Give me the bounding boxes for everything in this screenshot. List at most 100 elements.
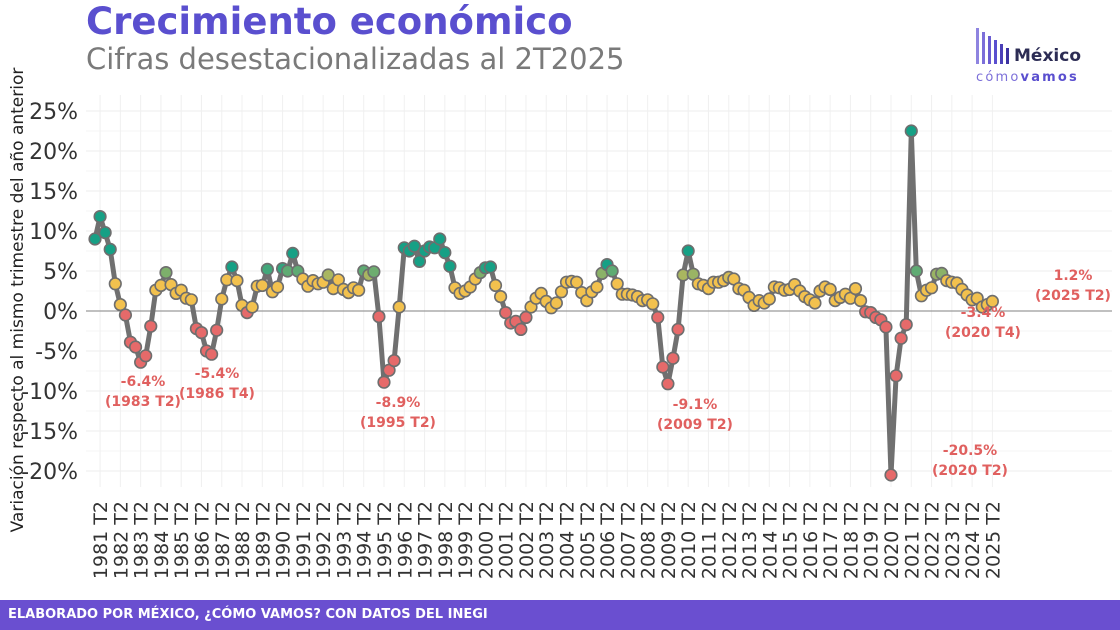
x-tick-label: 2021 T2 [901,501,923,579]
data-point [438,246,452,260]
annotation-period: (1983 T2) [105,394,181,410]
x-tick-label: 2006 T2 [597,501,619,579]
x-tick-label: 1997 T2 [415,501,437,579]
y-tick-label: -20% [21,460,78,485]
data-point [651,310,665,325]
x-tick-label: 2016 T2 [800,501,822,579]
annotation-period: (2025 T2) [1035,288,1111,304]
x-tick-label: 2002 T2 [516,501,538,579]
data-point [215,292,229,306]
data-point [808,296,822,310]
data-point [270,280,285,294]
y-tick-label: 25% [29,100,78,125]
data-point [433,232,447,246]
logo-bars-icon [976,28,1020,64]
data-point [210,323,224,337]
data-point [656,360,670,374]
y-tick-label: -5% [35,340,78,365]
data-point [494,290,508,304]
data-point [255,278,269,293]
data-point [139,349,153,363]
footer-bar: ELABORADO POR MÉXICO, ¿CÓMO VAMOS? CON D… [0,600,1120,630]
x-tick-label: 2005 T2 [577,501,599,579]
data-point [610,277,624,291]
data-point [605,264,619,278]
data-point [225,260,239,274]
x-tick-label: 2025 T2 [982,501,1004,579]
chart-subtitle: Cifras desestacionalizadas al 2T2025 [86,42,625,76]
mexico-como-vamos-logo: México cómovamos [974,26,1099,88]
data-point [118,308,133,322]
x-tick-label: 2020 T2 [881,501,903,579]
data-point [93,210,107,224]
x-tick-label: 1983 T2 [131,501,153,579]
x-tick-label: 2012 T2 [719,501,741,579]
data-point [590,280,604,294]
data-point [514,322,528,337]
x-tick-label: 2017 T2 [820,501,842,579]
y-tick-label: -10% [21,380,78,405]
x-tick-label: 1989 T2 [252,501,274,579]
data-point [985,294,999,309]
logo-sub-prefix: cómo [976,70,1021,85]
x-tick-label: 2004 T2 [557,501,579,579]
y-tick-label: 15% [29,180,78,205]
annotation-value: -3.4% [961,305,1006,321]
footer-source-text: ELABORADO POR MÉXICO, ¿CÓMO VAMOS? CON D… [8,607,488,622]
x-tick-label: 1998 T2 [435,501,457,579]
data-point [392,300,406,314]
annotation-period: (2009 T2) [657,417,733,433]
chart-title: Crecimiento económico [86,0,573,43]
y-tick-label: 0% [43,300,78,325]
y-tick-label: -15% [21,420,78,445]
x-tick-label: 2011 T2 [698,501,720,579]
x-tick-label: 1993 T2 [333,501,355,579]
x-tick-label: 1999 T2 [455,501,477,579]
x-tick-label: 1990 T2 [273,501,295,579]
x-tick-label: 2008 T2 [638,501,660,579]
data-point [570,275,584,289]
data-point [661,377,675,391]
x-tick-label: 2015 T2 [780,501,802,579]
data-point [144,319,158,333]
y-tick-label: 10% [29,220,78,245]
x-tick-label: 1986 T2 [191,501,213,579]
data-point [372,310,386,324]
annotation-value: 1.2% [1054,268,1093,284]
data-point [260,262,274,277]
data-point [483,260,498,274]
data-point [377,375,391,389]
data-point [762,292,776,306]
data-point [286,246,300,260]
data-point [848,282,863,296]
data-point [924,281,939,295]
annotation-period: (2020 T4) [945,325,1021,341]
data-point [879,320,893,334]
x-tick-label: 1984 T2 [151,501,173,579]
data-point [666,351,680,365]
annotation-value: -8.9% [376,395,421,411]
data-point [205,347,219,361]
logo-main-text: México [1014,46,1081,66]
data-point [519,310,533,325]
data-point [894,331,908,345]
annotation-period: (2020 T2) [932,463,1008,479]
data-point [103,242,117,256]
data-point [230,274,244,288]
x-tick-label: 2013 T2 [739,501,761,579]
x-tick-label: 2003 T2 [536,501,558,579]
x-tick-label: 1991 T2 [293,501,315,579]
data-point [671,322,685,337]
data-point [853,294,868,308]
x-tick-label: 2014 T2 [759,501,781,579]
data-point [443,259,457,273]
data-point [128,340,143,354]
x-tick-label: 2000 T2 [475,501,497,579]
x-tick-label: 2009 T2 [658,501,680,579]
x-tick-label: 1994 T2 [354,501,376,579]
data-point [184,293,198,307]
annotation-value: -6.4% [121,374,166,390]
x-tick-label: 1996 T2 [394,501,416,579]
data-point [549,296,563,310]
data-point [904,124,918,138]
